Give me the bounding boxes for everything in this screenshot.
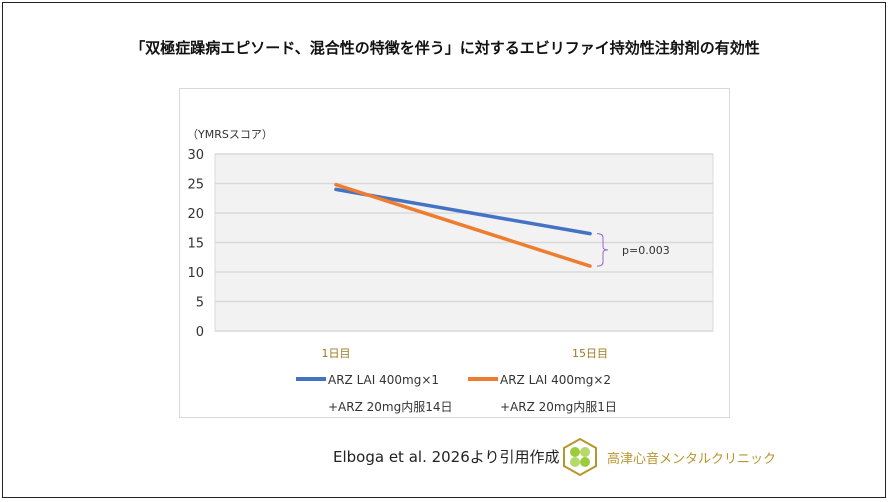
series-line-2	[334, 182, 592, 268]
y-tick-label: 20	[187, 207, 204, 222]
chart-container	[179, 88, 730, 418]
citation: Elboga et al. 2026より引用作成	[333, 448, 560, 466]
slide-title: 「双極症躁病エピソード、混合性の特徴を伴う」に対するエビリファイ持効性注射剤の有…	[130, 39, 760, 57]
x-tick-label: 1日目	[322, 347, 351, 360]
legend-label-line2: +ARZ 20mg内服1日	[500, 400, 617, 414]
y-tick-label: 30	[187, 148, 204, 163]
y-tick-label: 5	[196, 296, 204, 311]
significance-bracket	[596, 233, 609, 267]
clinic-name: 高津心音メンタルクリニック	[607, 452, 777, 467]
y-tick-label: 10	[187, 266, 204, 281]
y-tick-label: 0	[196, 325, 204, 340]
legend-label-line2: +ARZ 20mg内服14日	[328, 400, 452, 414]
p-value-annotation: p=0.003	[622, 244, 670, 257]
legend-label: ARZ LAI 400mg×2	[500, 373, 611, 387]
clinic-logo-icon	[563, 437, 597, 477]
legend-label: ARZ LAI 400mg×1	[328, 373, 439, 387]
y-axis-label: （YMRSスコア）	[187, 128, 273, 141]
y-tick-label: 15	[187, 237, 204, 252]
x-tick-label: 15日目	[572, 347, 608, 360]
y-tick-label: 25	[187, 178, 204, 193]
